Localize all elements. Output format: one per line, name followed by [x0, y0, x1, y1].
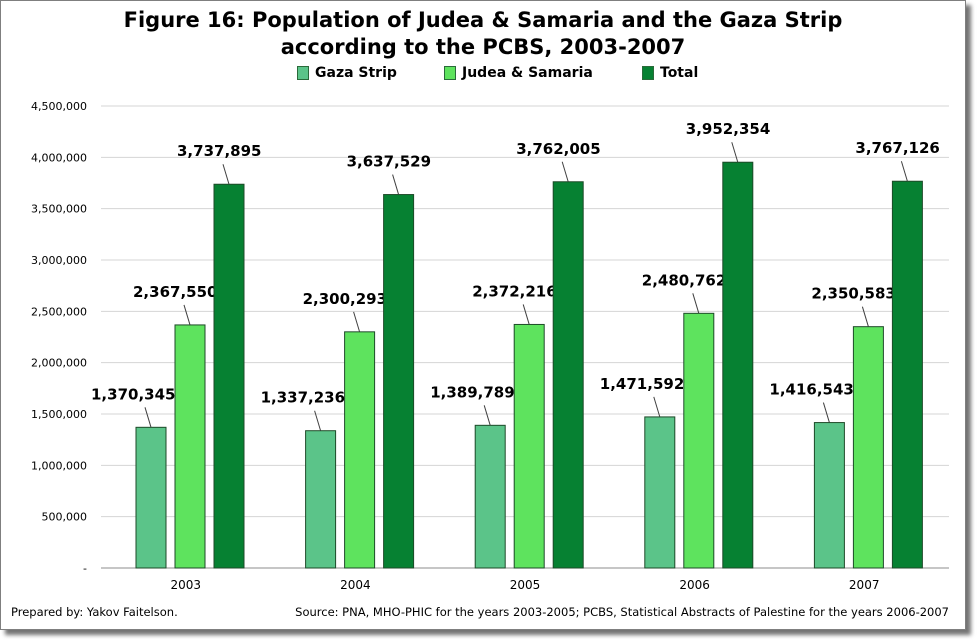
bar [474, 424, 506, 569]
leader-line [183, 304, 191, 326]
y-tick-label: 1,000,000 [31, 459, 87, 472]
y-tick-label: 2,500,000 [31, 305, 87, 318]
data-label: 2,300,293 [303, 290, 387, 308]
legend: Gaza Strip Judea & Samaria Total [1, 65, 965, 87]
legend-label-gaza: Gaza Strip [315, 65, 397, 81]
legend-item-total: Total [642, 65, 698, 81]
y-tick-label: 500,000 [42, 511, 88, 524]
bar [383, 194, 415, 569]
leader-line [222, 164, 230, 185]
bar [813, 422, 845, 569]
legend-swatch-judea-samaria [444, 66, 456, 80]
x-tick-label: 2003 [171, 578, 202, 592]
bar [213, 183, 245, 569]
data-label: 1,337,236 [261, 389, 345, 407]
legend-item-gaza: Gaza Strip [297, 65, 397, 81]
bar [513, 323, 545, 569]
chart-title: Figure 16: Population of Judea & Samaria… [123, 8, 843, 32]
leader-line [692, 293, 700, 314]
leader-line [314, 410, 322, 431]
leader-line [653, 396, 661, 418]
leader-line [144, 407, 152, 428]
y-tick-label: - [83, 562, 87, 575]
y-tick-label: 4,000,000 [31, 151, 87, 164]
leader-line [561, 161, 569, 182]
x-tick-label: 2006 [679, 578, 710, 592]
y-tick-label: 4,500,000 [31, 100, 87, 113]
leader-line [483, 405, 491, 426]
legend-label-judea-samaria: Judea & Samaria [462, 65, 593, 81]
leader-line [522, 304, 530, 325]
leader-line [900, 161, 908, 182]
legend-item-judea-samaria: Judea & Samaria [444, 65, 593, 81]
legend-swatch-total [642, 66, 654, 80]
data-label: 1,471,592 [600, 375, 684, 393]
x-tick-label: 2005 [510, 578, 541, 592]
data-label: 3,767,126 [855, 139, 939, 157]
bar [344, 331, 376, 569]
y-tick-label: 2,000,000 [31, 357, 87, 370]
data-label: 2,367,550 [133, 283, 217, 301]
data-label: 2,372,216 [472, 282, 556, 300]
data-label: 3,952,354 [686, 120, 770, 138]
legend-label-total: Total [660, 65, 699, 81]
leader-line [822, 402, 830, 423]
leader-line [353, 311, 361, 332]
legend-swatch-gaza [297, 66, 309, 80]
data-label: 1,389,789 [430, 383, 514, 401]
y-tick-label: 3,500,000 [31, 203, 87, 216]
bar [852, 326, 884, 569]
bar-chart: - 500,000 1,000,000 1,500,000 2,000,000 2,500… [31, 100, 949, 592]
data-label: 3,637,529 [347, 153, 431, 171]
bar [305, 430, 337, 569]
data-label: 3,762,005 [516, 140, 600, 158]
data-label: 2,480,762 [642, 271, 726, 289]
bar [135, 426, 167, 569]
leader-line [731, 142, 739, 163]
prepared-by: Prepared by: Yakov Faitelson. [11, 605, 178, 619]
data-label: 2,350,583 [811, 285, 895, 303]
chart-frame: Figure 16: Population of Judea & Samaria… [0, 0, 966, 630]
y-tick-label: 3,000,000 [31, 254, 87, 267]
bar [552, 181, 584, 569]
leader-line [392, 174, 400, 195]
chart-subtitle: according to the PCBS, 2003-2007 [280, 35, 686, 59]
bar [722, 161, 754, 569]
x-tick-label: 2007 [849, 578, 880, 592]
x-tick-label: 2004 [340, 578, 371, 592]
bar [683, 312, 715, 569]
bar [644, 416, 676, 569]
data-label: 3,737,895 [177, 142, 261, 160]
source-note: Source: PNA, MHO-PHIC for the years 2003… [295, 605, 949, 619]
leader-line [861, 306, 869, 327]
bar [174, 324, 206, 569]
bar [891, 180, 923, 569]
y-tick-label: 1,500,000 [31, 408, 87, 421]
data-label: 1,416,543 [769, 381, 853, 399]
data-label: 1,370,345 [91, 385, 175, 403]
